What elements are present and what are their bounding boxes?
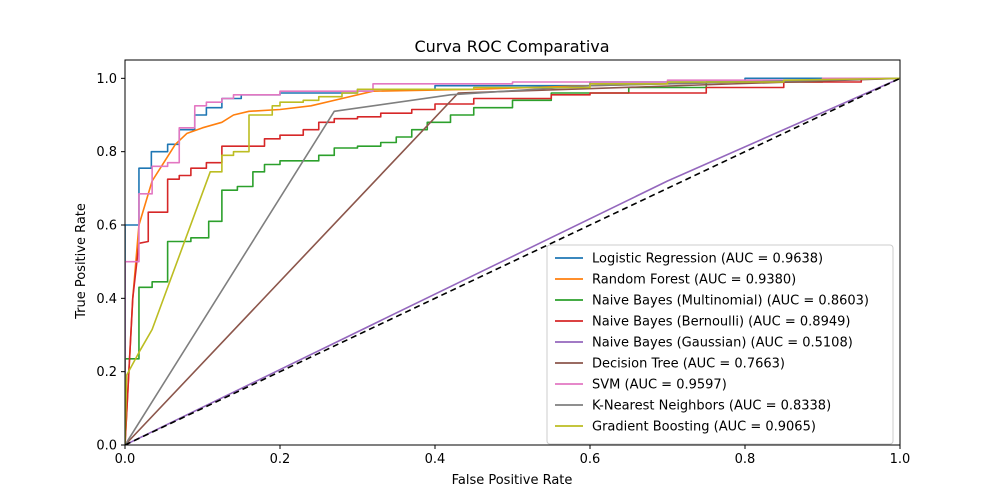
series-line-6	[125, 77, 900, 445]
chart-title: Curva ROC Comparativa	[414, 37, 609, 56]
legend-entry-6: Decision Tree (AUC = 0.7663)	[592, 357, 785, 372]
series-line-9	[125, 77, 900, 445]
series-line-8	[125, 77, 900, 445]
legend-entry-2: Random Forest (AUC = 0.9380)	[592, 273, 796, 288]
legend-entry-3: Naive Bayes (Multinomial) (AUC = 0.8603)	[592, 294, 869, 309]
legend-entry-4: Naive Bayes (Bernoulli) (AUC = 0.8949)	[592, 315, 850, 330]
x-tick-label: 0.6	[580, 452, 601, 467]
x-tick-label: 1.0	[890, 452, 911, 467]
y-tick-label: 0.2	[96, 365, 117, 380]
axes-border	[124, 59, 901, 446]
series-line-5	[125, 77, 900, 445]
series-layer	[125, 77, 900, 445]
legend-entry-9: Gradient Boosting (AUC = 0.9065)	[592, 420, 816, 435]
legend-entry-5: Naive Bayes (Gaussian) (AUC = 0.5108)	[592, 336, 853, 351]
y-tick-label: 1.0	[96, 72, 117, 87]
y-tick-label: 0.4	[96, 292, 117, 307]
series-line-3	[125, 77, 900, 445]
legend-entry-7: SVM (AUC = 0.9597)	[592, 378, 727, 393]
x-tick-label: 0.2	[270, 452, 291, 467]
x-tick-label: 0.0	[115, 452, 136, 467]
legend-entry-1: Logistic Regression (AUC = 0.9638)	[592, 252, 823, 267]
series-line-1	[125, 77, 900, 445]
legend-box	[546, 244, 894, 445]
reference-diagonal-line	[125, 77, 900, 445]
y-tick-label: 0.6	[96, 219, 117, 234]
x-tick-label: 0.4	[425, 452, 446, 467]
y-axis-label: True Positive Rate	[74, 203, 89, 320]
ticks-layer: 0.0 0.2 0.4 0.6 0.8 1.0 0.0 0.2 0.4 0.6 0.8 1.0	[96, 72, 910, 467]
y-tick-label: 0.8	[96, 145, 117, 160]
x-axis-label: False Positive Rate	[452, 473, 573, 488]
series-line-7	[125, 77, 900, 445]
axes-frame	[124, 59, 901, 446]
legend: Logistic Regression (AUC = 0.9638) Random…	[546, 244, 894, 445]
y-tick-label: 0.0	[96, 439, 117, 454]
x-tick-label: 0.8	[735, 452, 756, 467]
legend-entry-8: K-Nearest Neighbors (AUC = 0.8338)	[592, 399, 831, 414]
